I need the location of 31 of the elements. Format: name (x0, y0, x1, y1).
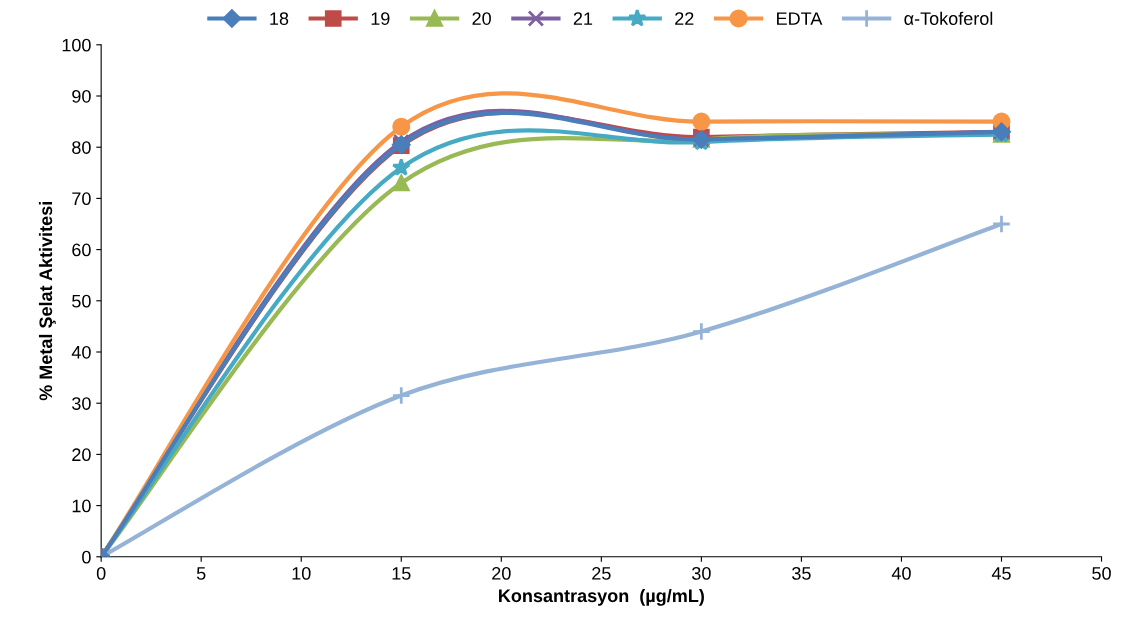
x-tick-label: 30 (692, 567, 711, 580)
y-axis-title: % Metal Şelat Aktivitesi (38, 202, 56, 401)
y-tick-label: 10 (72, 499, 91, 513)
x-tick-label: 10 (292, 567, 311, 580)
y-tick-label: 70 (72, 192, 91, 206)
legend-label: EDTA (777, 12, 823, 25)
y-tick-label: 0 (82, 550, 91, 564)
y-tick-label: 50 (72, 294, 91, 308)
y-tick-label: 30 (72, 397, 91, 410)
y-tick-label: 100 (62, 38, 91, 52)
x-tick-label: 0 (96, 567, 106, 580)
legend-label: 22 (675, 12, 694, 25)
x-axis-title: Konsantrasyon (µg/mL) (499, 588, 704, 606)
y-tick-label: 40 (71, 345, 91, 359)
legend-label: 21 (573, 12, 593, 25)
y-tick-label: 90 (72, 89, 91, 103)
x-tick-label: 20 (492, 567, 511, 580)
legend-label: 19 (371, 12, 390, 25)
legend-label: 20 (472, 12, 491, 25)
x-tick-label: 50 (1092, 567, 1111, 580)
x-tick-label: 45 (991, 567, 1011, 580)
x-tick-label: 40 (891, 567, 911, 580)
y-tick-label: 20 (72, 448, 91, 462)
legend-label: α-Tokoferol (904, 11, 993, 25)
x-tick-label: 25 (592, 567, 611, 580)
y-tick-label: 80 (72, 141, 91, 154)
x-tick-label: 35 (792, 567, 811, 580)
y-tick-label: 60 (72, 243, 91, 257)
x-tick-label: 15 (392, 567, 411, 580)
legend-label: 18 (270, 12, 289, 25)
x-tick-label: 5 (196, 567, 206, 580)
